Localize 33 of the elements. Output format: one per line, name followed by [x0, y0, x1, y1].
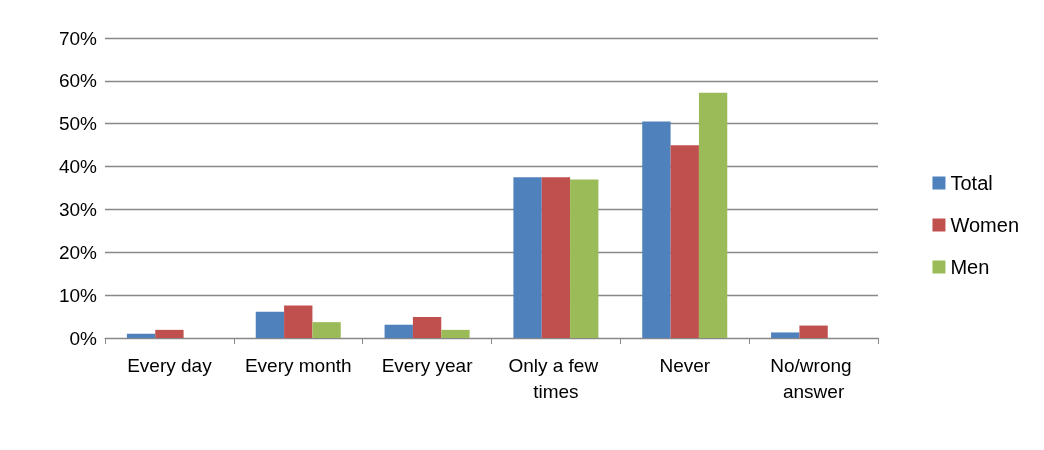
- bar: [771, 332, 800, 338]
- x-tick-label: Never: [659, 354, 711, 376]
- bar: [284, 305, 313, 338]
- bar: [441, 329, 470, 338]
- bar: [541, 177, 571, 338]
- x-tick-label: No/wrong answer: [770, 354, 857, 402]
- x-tick-label: Every year: [381, 354, 474, 376]
- bar: [670, 145, 699, 338]
- bar: [570, 179, 599, 338]
- y-tick-label: 30%: [58, 198, 98, 220]
- bar: [513, 177, 542, 338]
- legend-label: Women: [950, 214, 1019, 236]
- y-tick-label: 50%: [58, 113, 98, 135]
- bar: [255, 311, 285, 338]
- y-tick-label: 60%: [58, 70, 98, 92]
- bar: [412, 317, 442, 338]
- legend-label: Total: [950, 172, 993, 194]
- bar: [155, 329, 184, 338]
- y-tick-label: 70%: [58, 27, 98, 49]
- bar: [126, 333, 156, 338]
- legend-label: Men: [950, 256, 990, 278]
- bar: [312, 322, 341, 338]
- x-tick-label: Every day: [127, 354, 213, 376]
- y-tick-label: 40%: [58, 156, 98, 178]
- y-tick-label: 10%: [58, 284, 98, 306]
- bar: [698, 92, 728, 338]
- bar: [384, 324, 413, 338]
- bar: [799, 325, 828, 338]
- bar: [642, 121, 671, 338]
- y-tick-label: 20%: [58, 241, 98, 263]
- x-tick-label: Only a few times: [508, 354, 604, 402]
- x-tick-label: Every month: [244, 354, 352, 376]
- y-tick-label: 0%: [69, 327, 98, 349]
